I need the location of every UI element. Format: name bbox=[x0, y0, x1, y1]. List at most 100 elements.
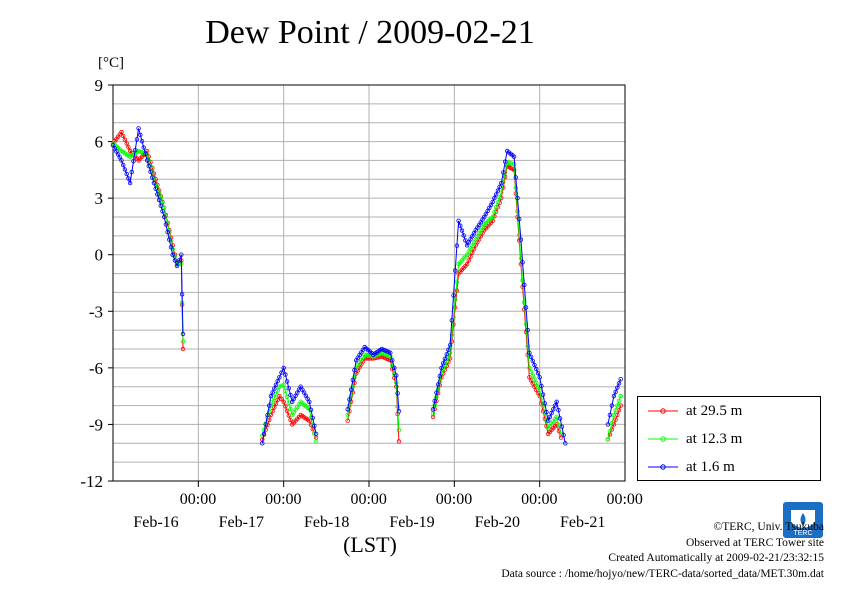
data-point bbox=[155, 192, 160, 197]
data-point bbox=[151, 180, 157, 186]
data-point bbox=[273, 392, 279, 397]
data-point bbox=[449, 332, 454, 338]
series-line bbox=[607, 405, 622, 440]
series-0 bbox=[110, 129, 623, 444]
data-point bbox=[557, 416, 563, 421]
y-tick-label: -6 bbox=[89, 359, 103, 378]
data-point bbox=[275, 378, 280, 384]
data-point bbox=[515, 195, 520, 201]
data-point bbox=[261, 431, 267, 437]
credits-created: Created Automatically at 2009-02-21/23:3… bbox=[608, 552, 824, 564]
data-point bbox=[136, 126, 141, 131]
data-point bbox=[179, 292, 185, 297]
data-point bbox=[161, 214, 167, 220]
data-point bbox=[163, 222, 169, 227]
legend-item-29m: at 29.5 m bbox=[646, 401, 742, 421]
data-point bbox=[522, 282, 527, 288]
data-point bbox=[611, 393, 617, 399]
data-point bbox=[561, 432, 566, 438]
data-point bbox=[492, 209, 497, 215]
data-point bbox=[310, 415, 315, 420]
data-point bbox=[517, 216, 522, 222]
data-point bbox=[127, 180, 133, 186]
data-point bbox=[441, 361, 446, 366]
data-point bbox=[549, 410, 554, 416]
y-tick-label: -9 bbox=[89, 415, 103, 434]
data-point bbox=[153, 186, 158, 191]
y-axis-ticks: 9 6 3 0 -3 -6 -9 -12 bbox=[80, 76, 113, 491]
data-point bbox=[122, 137, 128, 142]
credits-source: Data source : /home/hojyo/new/TERC-data/… bbox=[501, 567, 824, 580]
data-point bbox=[609, 403, 615, 408]
x-tick-date: Feb-21 bbox=[560, 514, 605, 531]
data-point bbox=[616, 381, 622, 386]
legend-label-12m: at 12.3 m bbox=[686, 430, 743, 447]
data-point bbox=[144, 158, 150, 163]
data-point bbox=[434, 390, 439, 395]
data-point bbox=[435, 382, 441, 387]
x-tick-time: 00:00 bbox=[606, 491, 642, 508]
data-point bbox=[148, 169, 153, 174]
data-point bbox=[456, 218, 461, 223]
data-point bbox=[563, 441, 568, 446]
data-point bbox=[395, 404, 400, 409]
data-point bbox=[284, 379, 290, 384]
data-point bbox=[615, 403, 620, 408]
data-point bbox=[528, 369, 534, 374]
data-point bbox=[307, 418, 312, 423]
data-point bbox=[313, 431, 319, 437]
data-point bbox=[288, 392, 293, 398]
data-point bbox=[268, 393, 274, 399]
data-point bbox=[523, 321, 529, 327]
data-point bbox=[527, 365, 532, 371]
data-point bbox=[265, 412, 270, 418]
data-point bbox=[499, 180, 504, 186]
data-point bbox=[615, 385, 620, 390]
data-point bbox=[539, 383, 544, 389]
data-point bbox=[463, 238, 468, 243]
data-point bbox=[161, 205, 167, 210]
data-point bbox=[150, 175, 155, 180]
x-tick-date: Feb-17 bbox=[219, 514, 264, 531]
data-point bbox=[119, 129, 124, 135]
data-point bbox=[513, 185, 518, 190]
data-point bbox=[446, 347, 451, 352]
data-point bbox=[277, 393, 282, 399]
data-point bbox=[396, 409, 402, 414]
x-tick-time: 00:00 bbox=[521, 491, 557, 508]
data-point bbox=[281, 382, 286, 387]
data-point bbox=[544, 409, 549, 415]
data-point bbox=[138, 132, 143, 137]
data-point bbox=[172, 258, 178, 263]
data-point bbox=[180, 339, 186, 344]
data-point bbox=[437, 374, 442, 379]
data-point bbox=[430, 407, 436, 412]
data-point bbox=[352, 367, 357, 373]
data-point bbox=[451, 293, 456, 298]
data-point bbox=[618, 377, 623, 382]
series-line bbox=[261, 366, 317, 444]
data-point bbox=[605, 422, 611, 427]
y-tick-label: -12 bbox=[80, 472, 103, 491]
data-point bbox=[260, 441, 265, 446]
data-point bbox=[395, 391, 400, 396]
chart-title: Dew Point / 2009-02-21 bbox=[205, 14, 535, 51]
data-point bbox=[281, 365, 286, 371]
data-point bbox=[444, 352, 449, 357]
data-point bbox=[607, 412, 613, 418]
data-point bbox=[392, 365, 397, 371]
data-point bbox=[288, 417, 293, 423]
data-point bbox=[158, 203, 163, 208]
data-point bbox=[394, 373, 399, 378]
data-point bbox=[263, 422, 268, 427]
data-point bbox=[396, 439, 402, 444]
data-point bbox=[605, 437, 611, 442]
series-line bbox=[432, 165, 562, 438]
x-tick-date: Feb-18 bbox=[304, 514, 349, 531]
data-point bbox=[132, 147, 138, 153]
data-point bbox=[618, 393, 623, 399]
data-point bbox=[283, 372, 288, 377]
data-point bbox=[120, 162, 126, 168]
data-point bbox=[283, 404, 288, 409]
x-tick-time: 00:00 bbox=[436, 491, 472, 508]
